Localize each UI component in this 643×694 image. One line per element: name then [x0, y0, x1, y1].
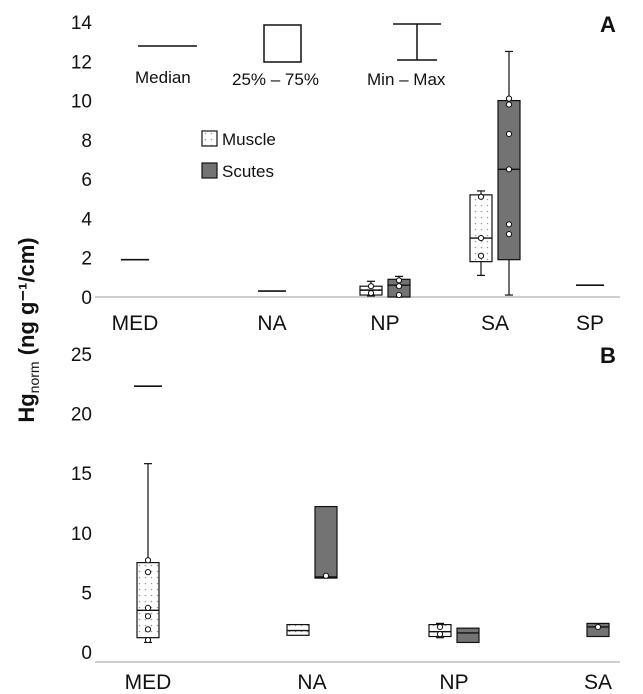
- y-tick-label: 12: [71, 52, 92, 73]
- data-point: [367, 283, 375, 290]
- data-point: [477, 234, 485, 242]
- data-point: [505, 130, 513, 138]
- y-tick-label: 0: [81, 288, 92, 309]
- y-tick-label: 10: [71, 524, 92, 545]
- data-point: [395, 277, 403, 284]
- x-category-label: NA: [257, 312, 286, 335]
- y-axis-title-subscript: norm: [26, 361, 42, 393]
- x-category-label: MED: [125, 671, 172, 694]
- y-axis-title: Hgnorm (ng g⁻¹/cm): [14, 237, 42, 422]
- legend-whisker-label: Min – Max: [367, 70, 446, 89]
- data-point: [367, 289, 375, 297]
- y-tick-label: 14: [71, 13, 93, 34]
- y-tick-label: 5: [81, 583, 92, 604]
- data-point: [594, 623, 602, 631]
- iqr-box: [469, 194, 493, 263]
- legend-muscle-label: Muscle: [222, 130, 276, 149]
- data-point: [144, 604, 152, 611]
- x-category-label: NP: [439, 671, 468, 694]
- x-category-label: SA: [584, 671, 612, 694]
- y-tick-label: 0: [81, 643, 92, 664]
- y-tick-label: 4: [81, 209, 92, 230]
- data-point: [436, 631, 444, 638]
- legend-box-glyph: [263, 24, 302, 63]
- y-tick-label: 25: [71, 345, 92, 366]
- y-tick-label: 20: [71, 405, 92, 426]
- iqr-box: [456, 627, 480, 644]
- data-point: [505, 166, 513, 173]
- legend-key: Median 25% – 75% Min – Max Muscle Scutes: [135, 23, 446, 181]
- y-axis-title-unit: (ng g⁻¹/cm): [14, 237, 39, 361]
- y-tick-label: 2: [81, 249, 92, 270]
- x-category-label: NP: [370, 312, 399, 335]
- data-point: [477, 252, 485, 259]
- data-point: [144, 626, 152, 633]
- data-point: [144, 569, 152, 576]
- data-point: [322, 572, 330, 579]
- data-point: [505, 221, 513, 228]
- data-point: [505, 101, 513, 108]
- x-category-label: SP: [576, 312, 604, 335]
- y-tick-label: 6: [81, 170, 92, 191]
- data-point: [395, 283, 403, 290]
- data-point: [144, 636, 152, 644]
- data-point: [144, 557, 152, 564]
- y-axis-title-main: Hg: [14, 393, 39, 422]
- y-tick-label: 8: [81, 131, 92, 152]
- legend-box-label: 25% – 75%: [232, 70, 319, 89]
- legend-scutes-swatch: [201, 162, 218, 179]
- panel-a-plot: 0 2 4 6 8 10 12 14 MED NA NP SA SP: [71, 13, 620, 335]
- data-point: [505, 95, 513, 102]
- panel-b-label: B: [600, 343, 616, 368]
- y-tick-label: 10: [71, 92, 92, 113]
- data-point: [395, 291, 403, 299]
- panel-b-plot: 0 5 10 15 20 25 MED NA NP SA: [71, 345, 620, 694]
- data-point: [477, 193, 485, 200]
- x-category-label: NA: [297, 671, 326, 694]
- x-category-label: MED: [112, 312, 159, 335]
- data-point: [436, 623, 444, 631]
- legend-muscle-swatch: [201, 130, 218, 147]
- y-tick-label: 15: [71, 464, 92, 485]
- iqr-box: [314, 505, 338, 579]
- legend-scutes-label: Scutes: [222, 162, 274, 181]
- legend-whisker-glyph: [393, 23, 441, 61]
- data-point: [144, 613, 152, 620]
- data-point: [505, 231, 513, 238]
- legend-median-label: Median: [135, 68, 191, 87]
- x-category-label: SA: [481, 312, 509, 335]
- panel-a-label: A: [600, 12, 616, 37]
